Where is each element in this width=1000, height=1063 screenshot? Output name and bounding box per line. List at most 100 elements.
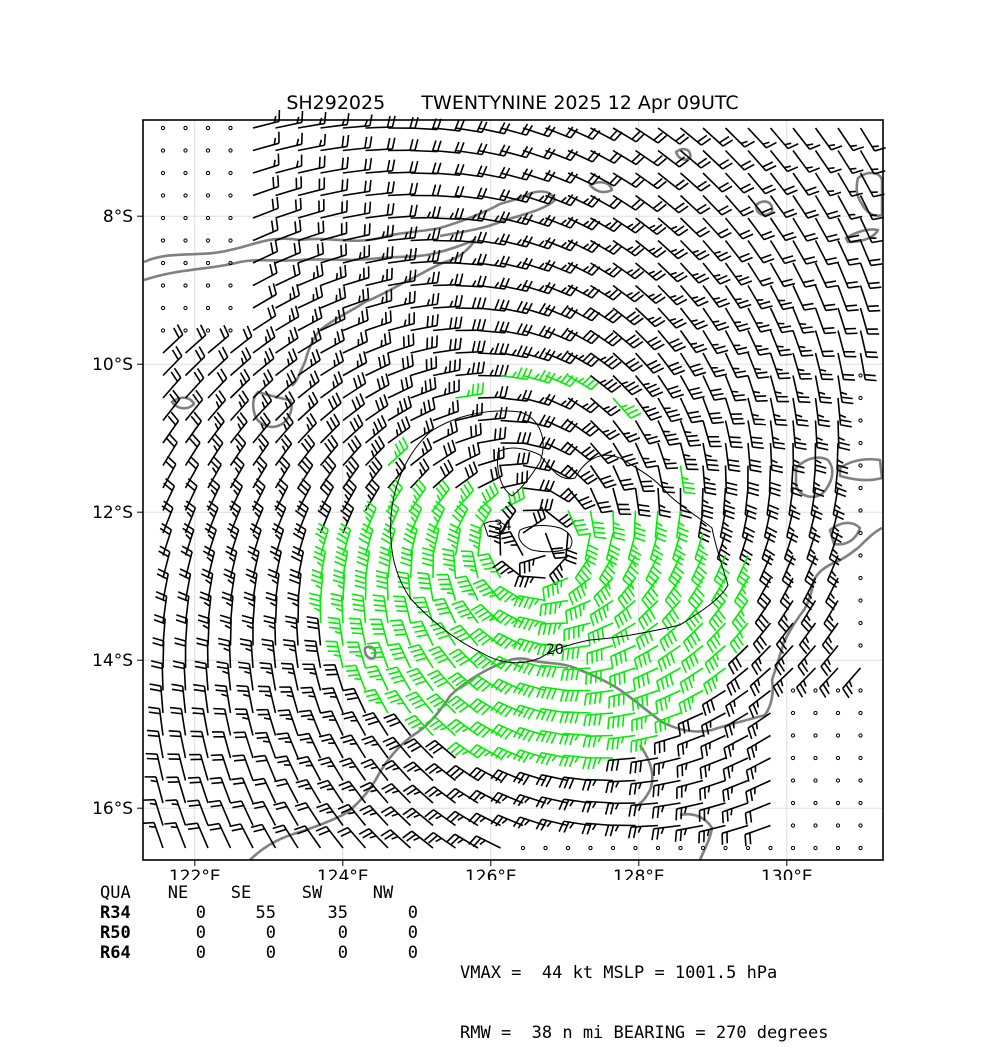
wind-barb — [701, 736, 726, 758]
wind-barb — [321, 329, 345, 353]
wind-barb — [566, 601, 591, 623]
calm-marker — [589, 846, 592, 849]
wind-barb — [208, 824, 231, 848]
wind-barb — [682, 646, 703, 673]
wind-barb — [252, 802, 276, 826]
wind-barb — [343, 351, 367, 375]
calm-marker — [161, 284, 164, 287]
calm-marker — [814, 824, 817, 827]
wind-barb — [771, 241, 796, 264]
wind-barb — [298, 221, 324, 241]
calm-marker — [161, 216, 164, 219]
wind-barb — [727, 668, 748, 696]
wind-barb — [838, 241, 861, 266]
calm-marker — [746, 846, 749, 849]
wind-barb — [433, 379, 459, 398]
wind-barb — [591, 511, 607, 539]
calm-marker — [836, 846, 839, 849]
wind-barb — [771, 128, 799, 149]
calm-marker — [836, 824, 839, 827]
calm-marker — [184, 216, 187, 219]
wind-barb — [562, 646, 590, 661]
wind-barb — [143, 823, 163, 848]
wind-barb — [523, 125, 555, 136]
wind-barb — [268, 569, 279, 600]
radii-header-se: SE — [206, 883, 276, 903]
calm-marker — [184, 239, 187, 242]
wind-barb — [388, 312, 414, 330]
wind-barb — [501, 258, 533, 269]
wind-barb — [726, 308, 751, 331]
calm-marker — [859, 441, 862, 444]
wind-barb — [386, 667, 411, 690]
calm-marker — [814, 779, 817, 782]
wind-barb — [546, 533, 567, 558]
wind-barb — [390, 620, 410, 645]
calm-marker — [836, 801, 839, 804]
wind-barb — [248, 546, 259, 578]
wind-barb — [816, 331, 835, 357]
wind-barb — [838, 128, 864, 150]
wind-barb — [611, 646, 636, 668]
wind-barb — [337, 524, 351, 556]
wind-barb — [255, 733, 275, 758]
wind-barb — [861, 241, 883, 266]
wind-barb — [393, 596, 410, 623]
wind-barb — [843, 668, 861, 698]
calm-marker — [724, 846, 727, 849]
wind-barb — [318, 757, 343, 780]
wind-barb — [366, 415, 387, 443]
calm-marker — [161, 329, 164, 332]
wind-barb — [346, 642, 365, 668]
wind-barb — [253, 132, 279, 151]
wind-barb — [253, 283, 276, 308]
wind-barb — [276, 198, 302, 218]
wind-barb — [613, 488, 631, 514]
wind-barb — [360, 782, 388, 803]
wind-barb — [546, 172, 578, 183]
wind-barb — [417, 573, 433, 601]
wind-barb — [540, 601, 568, 617]
radii-value-ne: 0 — [150, 923, 206, 943]
radii-value-sw: 0 — [276, 923, 348, 943]
wind-barb — [678, 736, 703, 757]
wind-barb — [428, 647, 455, 668]
wind-barb — [523, 148, 555, 159]
wind-barb — [677, 758, 703, 778]
calm-marker — [859, 531, 862, 534]
calm-marker — [656, 846, 659, 849]
wind-barb — [478, 465, 502, 488]
wind-barb — [681, 331, 707, 353]
calm-marker — [814, 734, 817, 737]
calm-marker — [836, 734, 839, 737]
wind-barb — [748, 353, 769, 378]
wind-barb — [338, 828, 366, 848]
wind-barb — [406, 692, 433, 713]
wind-barb — [523, 170, 555, 181]
wind-barb — [364, 689, 388, 713]
calm-marker — [184, 329, 187, 332]
wind-barb — [658, 331, 686, 352]
wind-barb — [703, 286, 730, 308]
wind-barb — [771, 263, 795, 286]
radii-header-qua: QUA — [100, 883, 150, 903]
wind-barb — [455, 576, 478, 600]
wind-barb — [820, 668, 838, 698]
radii-row-label: R34 — [100, 903, 150, 923]
wind-barb — [493, 561, 523, 578]
wind-barb — [700, 781, 726, 801]
calm-marker — [229, 126, 232, 129]
calm-marker — [679, 846, 682, 849]
wind-barb — [680, 668, 703, 694]
wind-barb — [816, 218, 840, 242]
contour-label-20: 20 — [546, 642, 564, 658]
calm-marker — [206, 171, 209, 174]
wind-barb — [833, 488, 844, 519]
wind-barb — [793, 241, 817, 265]
wind-barb — [253, 197, 278, 218]
wind-barb — [234, 732, 253, 758]
wind-barb — [546, 306, 578, 319]
wind-barb — [520, 556, 546, 575]
wind-barb — [793, 196, 819, 219]
